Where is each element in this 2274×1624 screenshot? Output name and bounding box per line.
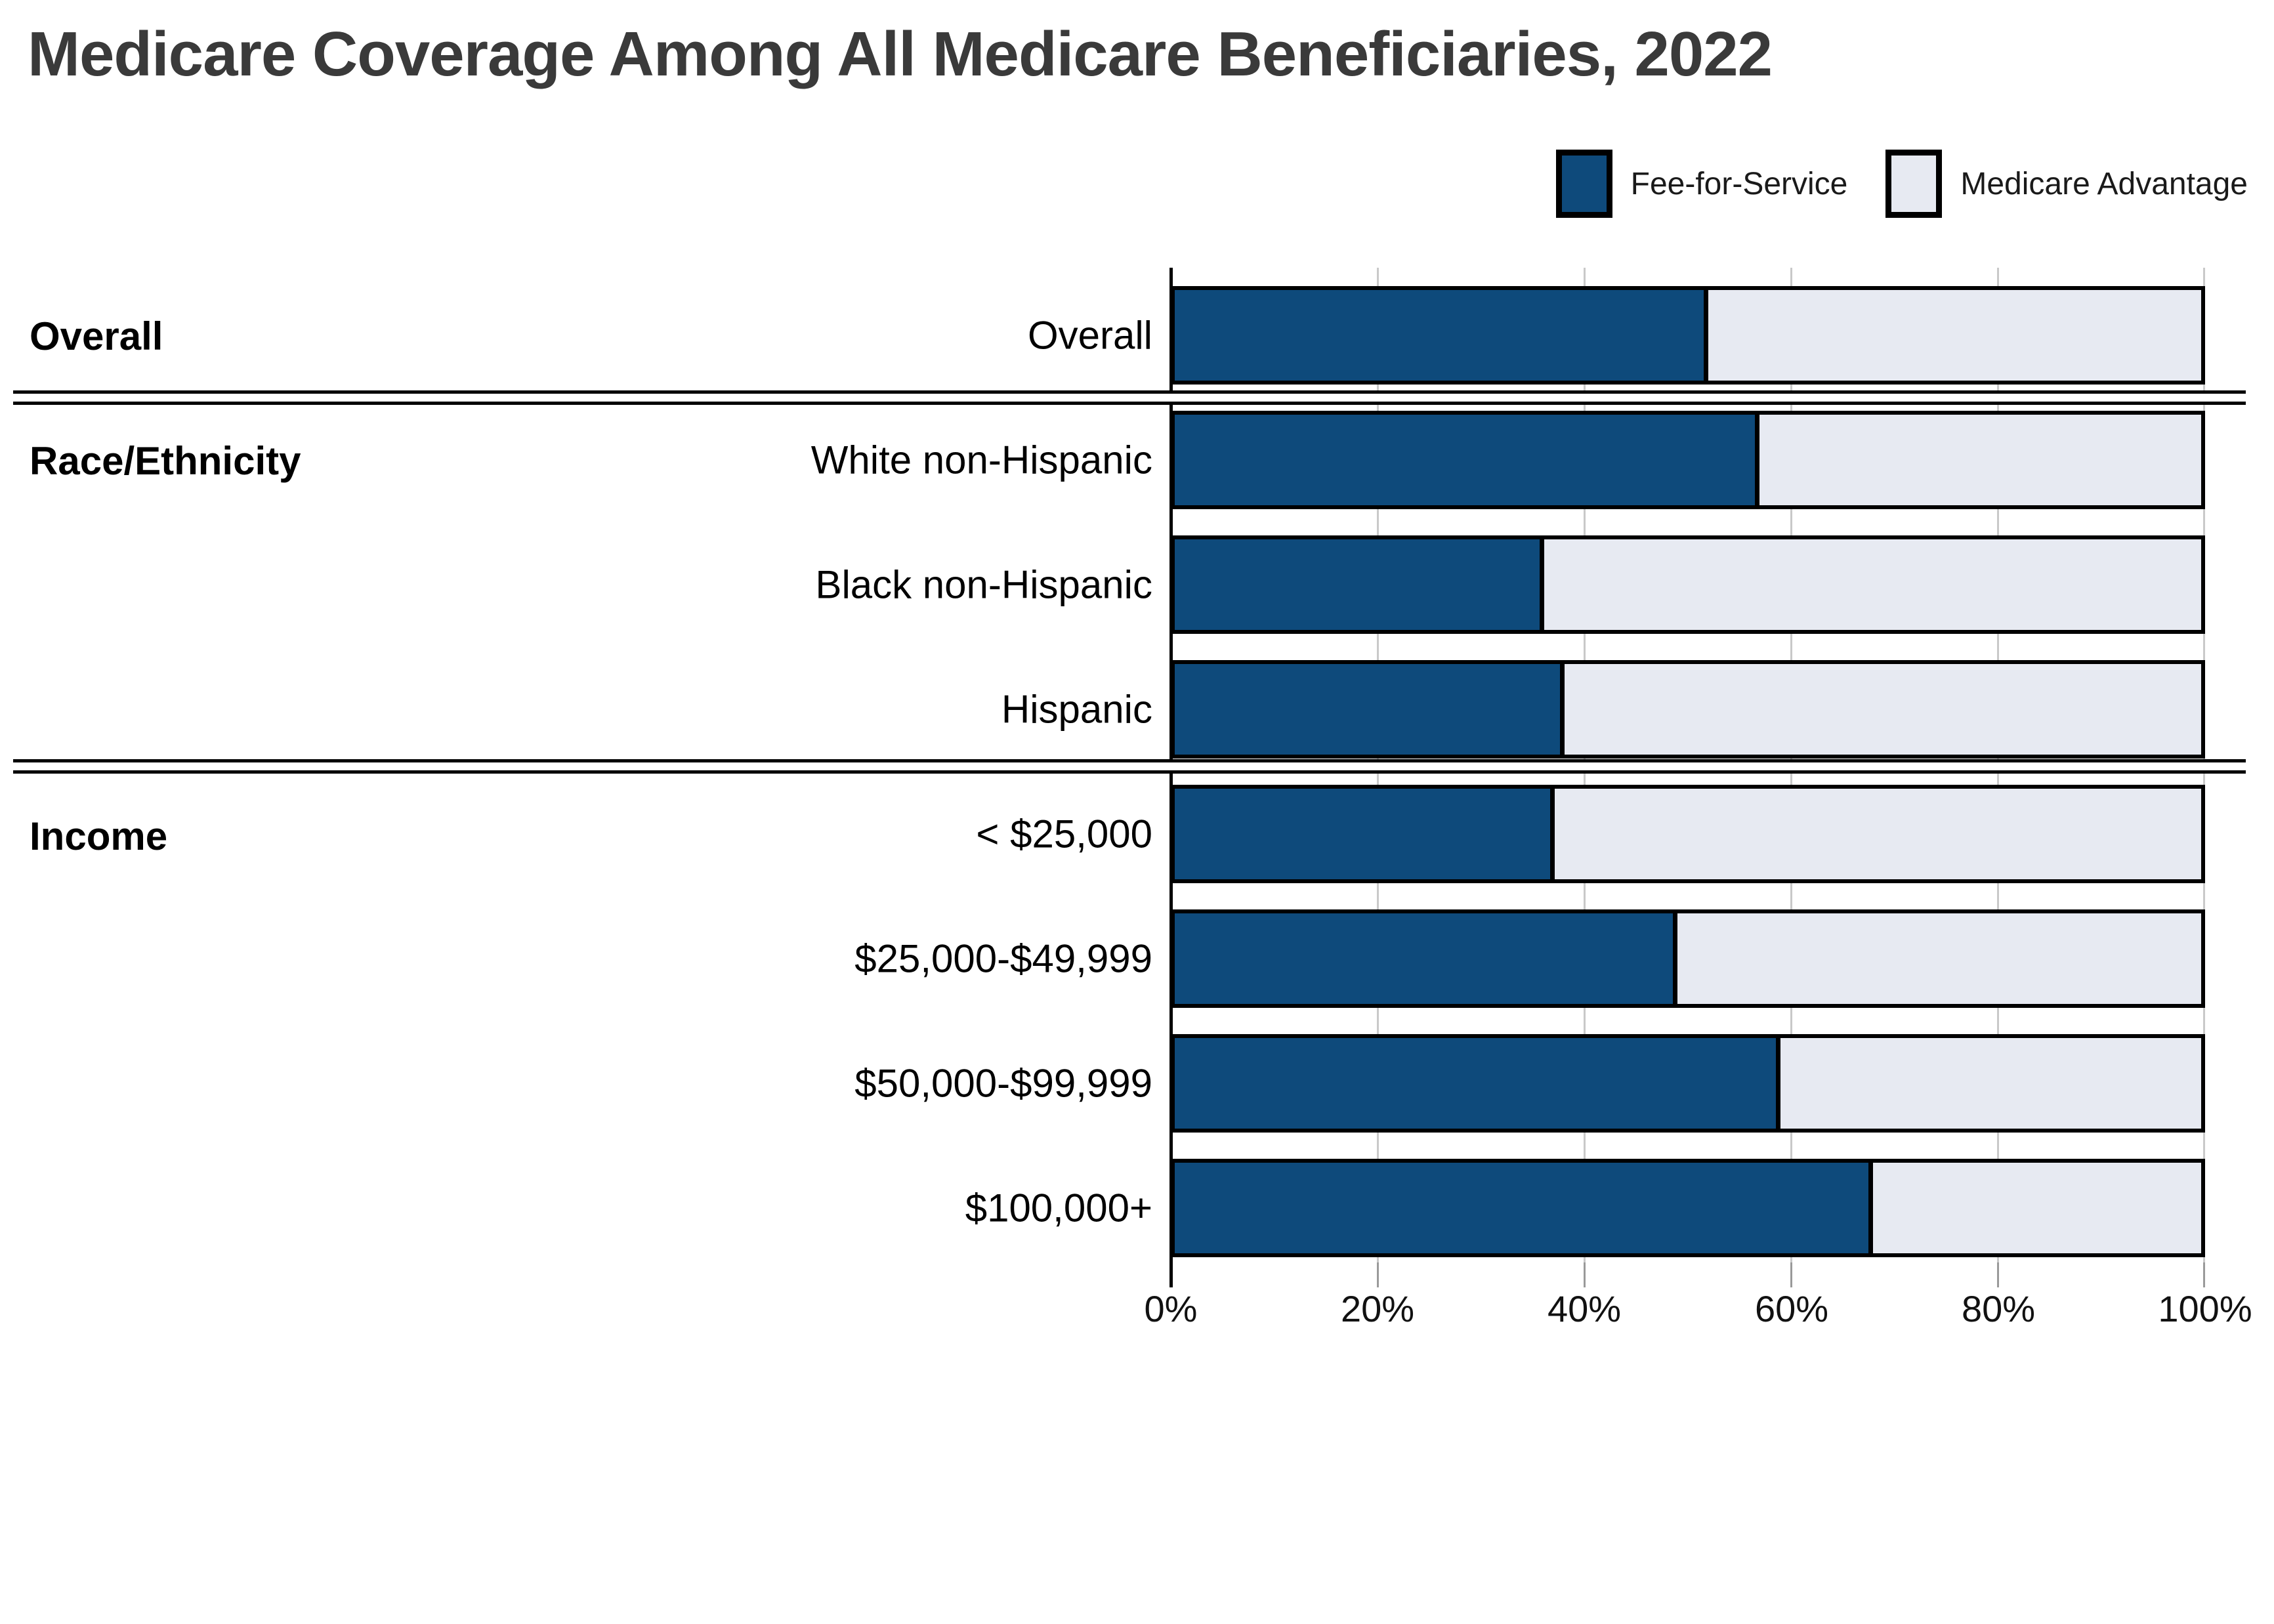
x-axis-tick: [1377, 1262, 1379, 1287]
bar-row-overall: Overall: [1028, 286, 2205, 385]
bar-row-black-non-hispanic: Black non-Hispanic: [815, 535, 2205, 634]
x-axis-tick-label: 20%: [1340, 1288, 1415, 1329]
legend-label: Fee-for-Service: [1630, 166, 1848, 201]
section-separator: [13, 759, 2246, 774]
gridline-20: [1377, 268, 1379, 1281]
ma-segment: [1544, 539, 2201, 630]
legend: Fee-for-Service Medicare Advantage: [1555, 150, 2248, 218]
ma-segment: [1872, 1163, 2201, 1253]
bar-row-income-25000-49999: $25,000-$49,999: [854, 909, 2205, 1008]
ffs-segment: [1175, 913, 1678, 1004]
x-axis-tick: [2203, 1262, 2205, 1287]
gridline-60: [1790, 268, 1792, 1281]
stacked-bar: [1171, 660, 2205, 759]
gridline-100: [2203, 268, 2205, 1281]
x-axis-tick-label: 40%: [1547, 1288, 1622, 1329]
bar-row-income-100000-plus: $100,000+: [965, 1159, 2205, 1257]
ma-segment: [1554, 789, 2201, 879]
ffs-segment: [1175, 664, 1565, 755]
bar-rows: Overall White non-Hispanic Black non-His…: [811, 286, 2205, 1283]
ffs-segment: [1175, 290, 1709, 381]
category-label: < $25,000: [976, 812, 1152, 856]
ffs-segment: [1175, 1038, 1780, 1129]
ma-segment: [1677, 913, 2201, 1004]
stacked-bar: [1171, 785, 2205, 883]
ma-segment: [1565, 664, 2201, 755]
x-axis-tick-label: 60%: [1754, 1288, 1829, 1329]
gridline-80: [1997, 268, 1999, 1281]
bar-row-white-non-hispanic: White non-Hispanic: [811, 411, 2205, 509]
section-label-overall: Overall: [30, 314, 163, 358]
ma-segment: [1708, 290, 2201, 381]
x-axis-tick: [1790, 1262, 1792, 1287]
legend-item-medicare-advantage: Medicare Advantage: [1885, 150, 2248, 218]
stacked-bar: [1171, 286, 2205, 385]
x-axis-tick: [1169, 1262, 1173, 1287]
legend-item-fee-for-service: Fee-for-Service: [1555, 150, 1848, 218]
ma-segment: [1780, 1038, 2201, 1129]
stacked-bar: [1171, 1159, 2205, 1257]
stacked-bar: [1171, 1034, 2205, 1133]
legend-label: Medicare Advantage: [1960, 166, 2248, 201]
category-label: $100,000+: [965, 1186, 1152, 1230]
gridline-40: [1584, 268, 1586, 1281]
stacked-bar: [1171, 411, 2205, 509]
section-label-race-ethnicity: Race/Ethnicity: [30, 439, 301, 483]
ffs-segment: [1175, 1163, 1873, 1253]
ffs-segment: [1175, 539, 1545, 630]
category-label: $25,000-$49,999: [854, 936, 1152, 981]
ma-segment: [1759, 415, 2201, 505]
section-label-income: Income: [30, 814, 168, 858]
ffs-segment: [1175, 789, 1555, 879]
medicare-advantage-swatch-icon: [1885, 150, 1943, 218]
x-axis-tick-label: 100%: [2158, 1288, 2252, 1329]
category-label: Black non-Hispanic: [815, 562, 1152, 607]
category-label: Overall: [1027, 313, 1152, 358]
category-label: $50,000-$99,999: [854, 1061, 1152, 1106]
category-label: White non-Hispanic: [811, 438, 1152, 482]
section-separator: [13, 390, 2246, 405]
bar-row-income-under-25000: < $25,000: [976, 785, 2205, 883]
bar-row-hispanic: Hispanic: [1001, 660, 2205, 759]
stacked-bar: [1171, 535, 2205, 634]
fee-for-service-swatch-icon: [1555, 150, 1612, 218]
page-title: Medicare Coverage Among All Medicare Ben…: [28, 19, 1773, 89]
stacked-bar: [1171, 909, 2205, 1008]
ffs-segment: [1175, 415, 1760, 505]
x-axis-tick: [1997, 1262, 1999, 1287]
bar-row-income-50000-99999: $50,000-$99,999: [854, 1034, 2205, 1133]
x-axis-tick-label: 80%: [1961, 1288, 2036, 1329]
x-axis-tick-label: 0%: [1144, 1288, 1198, 1329]
x-axis-tick: [1584, 1262, 1586, 1287]
category-label: Hispanic: [1001, 687, 1152, 732]
